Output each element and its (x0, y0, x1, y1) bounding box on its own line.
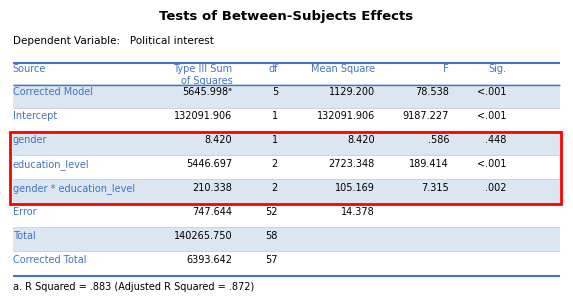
FancyBboxPatch shape (13, 204, 560, 227)
Text: 2723.348: 2723.348 (329, 159, 375, 169)
Text: Source: Source (13, 64, 46, 74)
Text: Tests of Between-Subjects Effects: Tests of Between-Subjects Effects (159, 10, 414, 23)
Text: 132091.906: 132091.906 (317, 111, 375, 121)
Text: Corrected Model: Corrected Model (13, 87, 93, 97)
Text: gender: gender (13, 135, 48, 145)
FancyBboxPatch shape (13, 252, 560, 275)
Text: 14.378: 14.378 (341, 207, 375, 217)
Text: 78.538: 78.538 (415, 87, 449, 97)
Text: 210.338: 210.338 (193, 183, 232, 193)
Text: gender * education_level: gender * education_level (13, 183, 135, 194)
Text: education_level: education_level (13, 159, 89, 170)
Text: Total: Total (13, 231, 36, 241)
FancyBboxPatch shape (13, 84, 560, 107)
Text: 2: 2 (272, 159, 278, 169)
Text: <.001: <.001 (477, 87, 506, 97)
Text: df: df (268, 64, 278, 74)
Text: Intercept: Intercept (13, 111, 57, 121)
Text: 58: 58 (265, 231, 278, 241)
Text: 8.420: 8.420 (205, 135, 232, 145)
Text: 7.315: 7.315 (421, 183, 449, 193)
Text: <.001: <.001 (477, 159, 506, 169)
Text: 1129.200: 1129.200 (329, 87, 375, 97)
Text: .586: .586 (427, 135, 449, 145)
Text: 189.414: 189.414 (409, 159, 449, 169)
Text: Dependent Variable:   Political interest: Dependent Variable: Political interest (13, 36, 214, 46)
Text: 9187.227: 9187.227 (403, 111, 449, 121)
Text: Corrected Total: Corrected Total (13, 255, 87, 265)
FancyBboxPatch shape (13, 180, 560, 203)
Text: 2: 2 (272, 183, 278, 193)
Text: <.001: <.001 (477, 111, 506, 121)
FancyBboxPatch shape (13, 156, 560, 179)
Text: 57: 57 (265, 255, 278, 265)
Text: 6393.642: 6393.642 (186, 255, 232, 265)
Text: 8.420: 8.420 (347, 135, 375, 145)
FancyBboxPatch shape (13, 228, 560, 251)
Text: 1: 1 (272, 111, 278, 121)
Text: 52: 52 (265, 207, 278, 217)
Text: 5645.998ᵃ: 5645.998ᵃ (182, 87, 232, 97)
Text: 132091.906: 132091.906 (174, 111, 232, 121)
FancyBboxPatch shape (13, 132, 560, 155)
Text: 5446.697: 5446.697 (186, 159, 232, 169)
Text: 105.169: 105.169 (335, 183, 375, 193)
Text: 140265.750: 140265.750 (174, 231, 232, 241)
Text: .448: .448 (485, 135, 506, 145)
Text: a. R Squared = .883 (Adjusted R Squared = .872): a. R Squared = .883 (Adjusted R Squared … (13, 282, 254, 292)
FancyBboxPatch shape (13, 108, 560, 131)
Text: 1: 1 (272, 135, 278, 145)
Text: Error: Error (13, 207, 37, 217)
Text: 5: 5 (272, 87, 278, 97)
Text: Type III Sum
of Squares: Type III Sum of Squares (173, 64, 232, 86)
Text: F: F (444, 64, 449, 74)
Text: Mean Square: Mean Square (311, 64, 375, 74)
Text: Sig.: Sig. (488, 64, 506, 74)
Text: 747.644: 747.644 (193, 207, 232, 217)
Text: .002: .002 (485, 183, 506, 193)
